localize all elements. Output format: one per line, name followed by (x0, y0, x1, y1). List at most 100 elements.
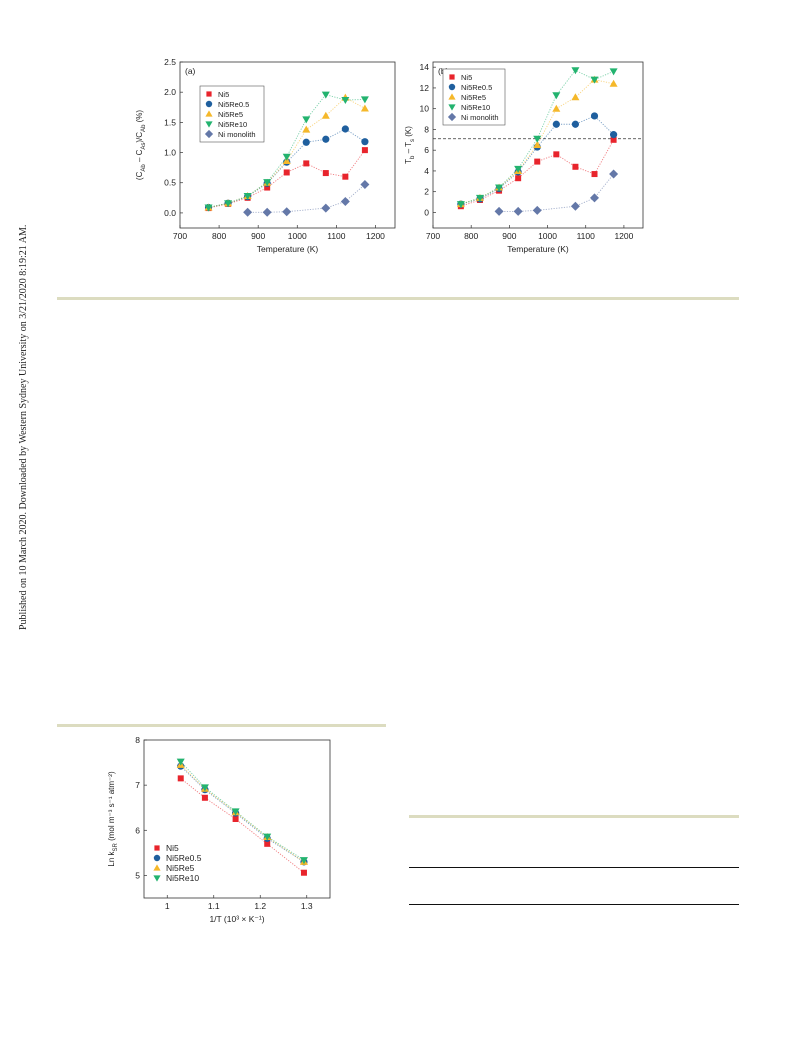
chart-b-legend-label-ni5re5: Ni5Re5 (461, 93, 486, 102)
chart-a: 700 800 900 1000 1100 1200 0.0 0.5 1.0 1.5 2.0 2.5 T… (135, 57, 396, 254)
figure-separator-left (57, 724, 386, 727)
chart-a-legend-marker-ni5re0-5 (205, 100, 213, 108)
chart-b-legend-marker-ni5re0-5 (448, 83, 456, 91)
chart-c-legend-marker-ni5re0-5 (153, 854, 161, 862)
chart-b-point-ni5re10 (495, 184, 504, 192)
chart-c-xtick-label: 1.1 (208, 901, 220, 911)
chart-c-legend-marker-ni5re10 (153, 875, 161, 882)
chart-a-ytick-label: 1.0 (164, 148, 176, 158)
table-separator (409, 815, 739, 818)
chart-a-ytick-label: 1.5 (164, 117, 176, 127)
chart-c-series-ni5 (177, 775, 307, 876)
chart-b-ylabel: Tb – Ts (K) (405, 126, 416, 164)
chart-c-xtick-label: 1.3 (301, 901, 313, 911)
chart-a-legend-label-ni5re10: Ni5Re10 (218, 120, 247, 129)
chart-c-series-ni5re0-5 (177, 762, 308, 866)
chart-b-xlabel: Temperature (K) (507, 244, 569, 254)
chart-b-point-ni5re10 (456, 201, 465, 209)
chart-b-ytick-label: 2 (424, 187, 429, 197)
chart-c-legend-marker-ni5re5 (153, 864, 161, 871)
chart-a-point-ni5 (322, 170, 329, 177)
chart-b-xtick-label: 900 (502, 231, 516, 241)
chart-a-point-ni5re10 (341, 97, 350, 105)
chart-a-point-ni-monolith (321, 203, 331, 213)
chart-a-point-ni5 (264, 184, 271, 191)
chart-a-legend-marker-ni5re10 (205, 121, 213, 128)
chart-b-point-ni5re5 (552, 104, 561, 112)
chart-a-point-ni-monolith (262, 207, 272, 217)
chart-a-legend-marker-ni5 (206, 91, 212, 97)
chart-b-point-ni5re0-5 (610, 131, 618, 139)
chart-a-ytick-label: 0.5 (164, 178, 176, 188)
chart-a-point-ni5re5 (360, 104, 369, 112)
chart-b-xtick-label: 1200 (614, 231, 633, 241)
chart-a-point-ni5re10 (360, 96, 369, 104)
chart-c-point-ni5 (300, 869, 307, 876)
chart-c-point-ni5re10 (263, 833, 272, 841)
chart-b-point-ni5re10 (590, 76, 599, 84)
chart-b-series-ni5re10 (456, 67, 618, 209)
chart-a-legend-marker-ni-monolith (204, 129, 214, 139)
chart-c-series-ni5re10 (176, 758, 308, 865)
chart-b-point-ni-monolith (494, 206, 504, 216)
chart-b-point-ni5re5 (609, 79, 618, 87)
chart-b-point-ni5re0-5 (571, 120, 580, 128)
chart-a-xtick-label: 900 (251, 231, 265, 241)
chart-b: 700 800 900 1000 1100 1200 0 2 4 6 8 10 12 14 Temperat… (405, 61, 644, 254)
chart-c-ytick-label: 5 (135, 870, 140, 880)
chart-b-point-ni5re10 (571, 67, 580, 75)
chart-a-point-ni5 (303, 160, 310, 167)
chart-c-point-ni5re10 (176, 758, 185, 766)
chart-b-point-ni5 (591, 171, 598, 178)
chart-b-point-ni5re0-5 (552, 120, 560, 128)
chart-c-ytick-label: 8 (135, 735, 140, 745)
chart-a-legend-label-ni5: Ni5 (218, 90, 229, 99)
chart-c-frame (143, 739, 331, 899)
chart-b-legend-marker-ni5re5 (448, 93, 456, 100)
chart-b-ytick-label: 14 (420, 62, 430, 72)
chart-b-ytick-label: 10 (420, 104, 430, 114)
chart-b-point-ni-monolith (590, 193, 600, 203)
chart-a-point-ni5re10 (204, 204, 213, 212)
chart-a-point-ni-monolith (360, 180, 370, 190)
chart-a-point-ni5re10 (224, 200, 233, 208)
chart-c-ytick-label: 6 (135, 825, 140, 835)
chart-b-legend-marker-ni5re10 (448, 104, 456, 111)
chart-b-point-ni5re10 (552, 92, 561, 100)
chart-b-point-ni5re5 (571, 93, 580, 101)
chart-a-point-ni5 (342, 173, 349, 180)
chart-c-legend-marker-ni5 (154, 845, 160, 851)
chart-a-point-ni5re0-5 (302, 138, 310, 146)
chart-c-ytick-label: 7 (135, 780, 140, 790)
chart-a-series-ni-monolith (243, 180, 370, 217)
chart-c-series-ni5re5-line (180, 764, 305, 863)
chart-b-legend-label-ni5: Ni5 (461, 73, 472, 82)
chart-a-xtick-label: 800 (212, 231, 226, 241)
chart-a-ytick-label: 0.0 (164, 208, 176, 218)
chart-b-xtick-label: 1000 (538, 231, 557, 241)
chart-c-point-ni5 (177, 775, 184, 782)
chart-a-ytick-label: 2.0 (164, 87, 176, 97)
chart-a-xtick-label: 700 (173, 231, 187, 241)
chart-a-point-ni5 (361, 147, 368, 154)
chart-a-xlabel: Temperature (K) (257, 244, 319, 254)
chart-a-xtick-label: 1100 (327, 231, 346, 241)
chart-a-ylabel: (CAb – CAs)/CAb (%) (135, 110, 147, 181)
chart-b-point-ni-monolith (532, 205, 542, 215)
chart-b-point-ni5 (534, 158, 541, 165)
chart-c-series-ni5re10-line (180, 761, 305, 861)
chart-a-legend-label-ni-monolith: Ni monolith (218, 130, 256, 139)
chart-c-point-ni5 (201, 794, 208, 801)
chart-a-point-ni5re10 (302, 116, 311, 124)
figure-separator-top (57, 297, 739, 300)
chart-b-point-ni5re10 (514, 165, 523, 173)
chart-b-legend-marker-ni5 (449, 74, 455, 80)
chart-b-xtick-label: 1100 (577, 231, 596, 241)
chart-b-legend-label-ni-monolith: Ni monolith (461, 113, 499, 122)
chart-a-point-ni5re0-5 (322, 135, 330, 143)
chart-b-point-ni-monolith (570, 201, 580, 211)
chart-c-xlabel: 1/T (10³ × K⁻¹) (209, 914, 264, 924)
table-rule-2 (409, 904, 739, 905)
